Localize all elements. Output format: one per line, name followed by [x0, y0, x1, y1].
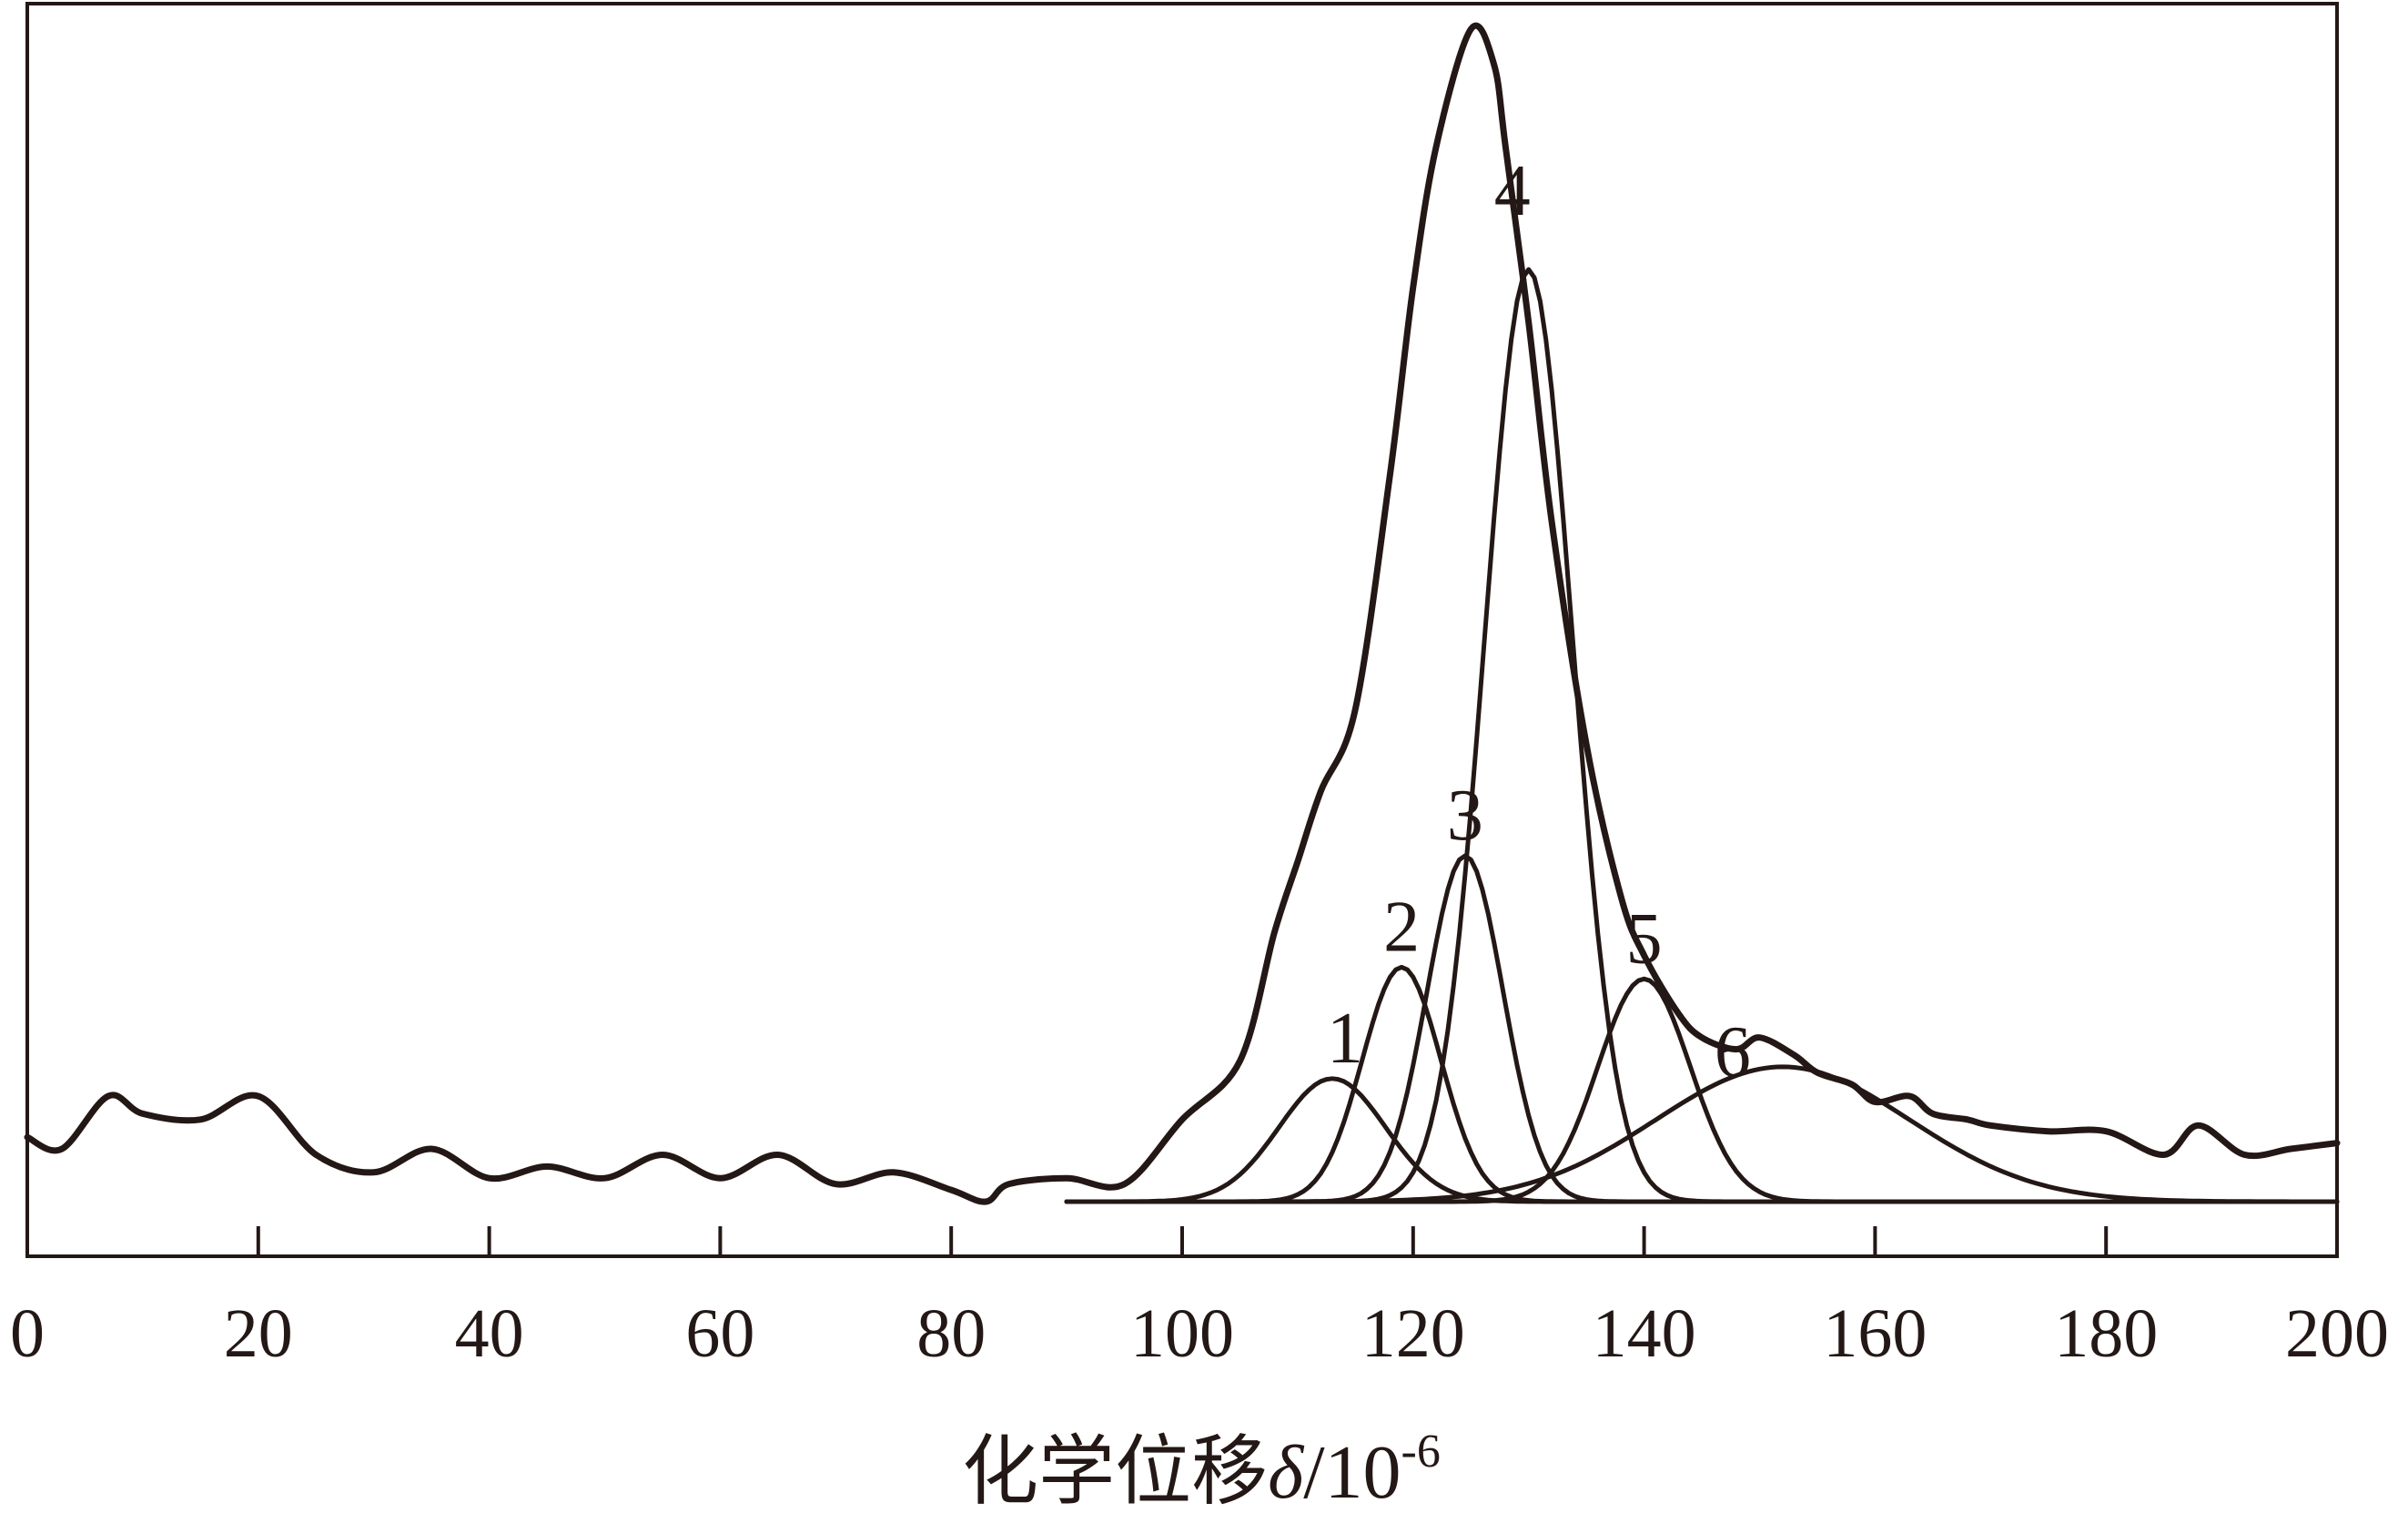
x-tick-label: 80	[916, 1295, 986, 1372]
x-tick-label: 40	[455, 1295, 524, 1372]
x-axis-title-exponent: -6	[1401, 1426, 1441, 1477]
spectrum-line	[24, 22, 2341, 1205]
x-axis-title: 化学位移δ/10-6	[962, 1426, 1441, 1513]
spectrum-group	[24, 22, 2341, 1205]
component-6-curve	[1064, 1064, 2340, 1204]
x-tick-label: 100	[1130, 1295, 1234, 1372]
x-axis-title-unit: /10	[1303, 1430, 1401, 1513]
x-tick-label: 140	[1593, 1295, 1696, 1372]
x-tick-labels: 0 20 40 60 80 100 120 140 160 180 200	[10, 1295, 2389, 1372]
component-4-curve	[1064, 267, 2340, 1204]
x-tick-label: 180	[2054, 1295, 2158, 1372]
peak-label-6: 6	[1715, 1012, 1751, 1092]
x-axis-title-text: 化学位移	[962, 1427, 1268, 1513]
plot-frame	[25, 2, 2339, 1258]
x-tick-label: 200	[2285, 1295, 2389, 1372]
peak-label-2: 2	[1383, 887, 1420, 967]
x-tick-label: 120	[1361, 1295, 1465, 1372]
peak-label-4: 4	[1494, 151, 1531, 231]
peak-label-3: 3	[1447, 776, 1483, 856]
peak-label-5: 5	[1626, 899, 1663, 979]
peak-labels: 123 4 56	[1327, 151, 1751, 1092]
x-axis-title-symbol: δ	[1268, 1430, 1305, 1513]
x-tick-label: 160	[1823, 1295, 1927, 1372]
x-tick-label: 20	[224, 1295, 293, 1372]
x-tick-label: 0	[10, 1295, 45, 1372]
peak-label-1: 1	[1327, 999, 1363, 1079]
x-ticks	[256, 1226, 2109, 1256]
fitted-components	[1064, 267, 2340, 1204]
x-tick-label: 60	[685, 1295, 754, 1372]
